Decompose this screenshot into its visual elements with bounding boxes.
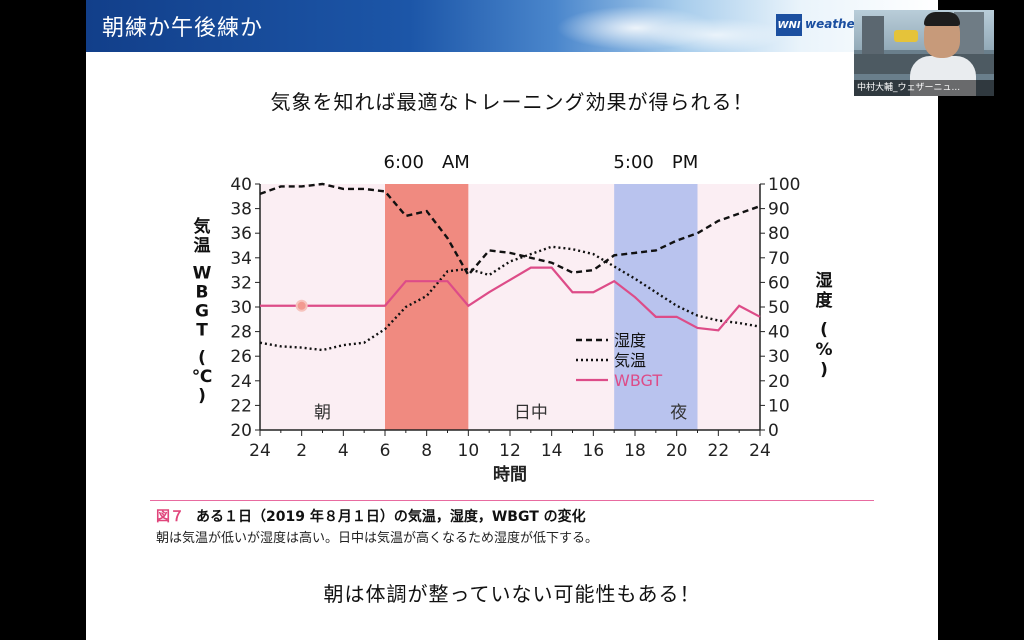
x-tick-label: 8 <box>421 441 432 461</box>
participant-video[interactable]: 中村大輔_ウェザーニュ... <box>854 10 994 96</box>
video-taxi <box>894 30 918 42</box>
video-building <box>862 16 884 56</box>
slide: 朝練か午後練か WNI weatherne 気象を知れば最適なトレーニング効果が… <box>86 0 938 640</box>
y-right-tick-label: 20 <box>768 372 790 392</box>
y-left-tick-label: 38 <box>230 200 252 220</box>
axis-title-char: 湿 <box>816 271 833 291</box>
period-label-night: 夜 <box>670 403 687 423</box>
title-banner: 朝練か午後練か WNI weatherne <box>86 0 938 52</box>
axis-title-char: ℃ <box>192 367 213 387</box>
y-left-tick-label: 24 <box>230 372 252 392</box>
top-label-evening: 5:00 PM <box>613 152 698 173</box>
y-right-tick-label: 30 <box>768 347 790 367</box>
axis-title-char: T <box>196 321 208 341</box>
highlight-point <box>295 299 308 312</box>
y-right-tick-label: 70 <box>768 249 790 269</box>
y-right-tick-label: 60 <box>768 273 790 293</box>
y-left-tick-label: 26 <box>230 347 252 367</box>
y-left-tick-label: 40 <box>230 175 252 195</box>
axis-title-char: 気 <box>193 216 211 237</box>
x-tick-label: 10 <box>458 441 480 461</box>
y-right-tick-label: 10 <box>768 396 790 416</box>
x-tick-label: 24 <box>749 441 771 461</box>
y-left-tick-label: 30 <box>230 298 252 318</box>
axis-title-char: W <box>193 264 212 284</box>
legend-label-2: WBGT <box>614 371 662 390</box>
y-left-tick-label: 28 <box>230 323 252 343</box>
x-tick-label: 4 <box>338 441 349 461</box>
period-label-daytime: 日中 <box>514 403 548 423</box>
axis-title-char: B <box>196 283 209 303</box>
y-right-tick-label: 40 <box>768 323 790 343</box>
weathernews-logo-icon: WNI <box>776 14 802 36</box>
participant-name: 中村大輔_ウェザーニュ... <box>854 80 994 96</box>
axis-title-char: ( <box>198 348 206 368</box>
axis-title-char: 温 <box>194 236 211 256</box>
figure-caption-text: ある１日（2019 年８月１日）の気温，湿度，WBGT の変化 <box>196 509 586 525</box>
caption-divider <box>150 500 874 501</box>
x-tick-label: 22 <box>708 441 730 461</box>
legend-label-0: 湿度 <box>614 331 646 350</box>
x-tick-label: 12 <box>499 441 521 461</box>
period-label-morning: 朝 <box>314 403 331 423</box>
presenter-hair <box>924 12 960 26</box>
axis-title-char: G <box>195 302 209 322</box>
highlight-band-0 <box>385 184 469 430</box>
y-left-tick-label: 34 <box>230 249 252 269</box>
y-left-tick-label: 20 <box>230 421 252 441</box>
y-right-axis-title: 湿度 (%) <box>815 271 833 380</box>
figure-label: 図７ <box>156 509 184 525</box>
series-line-0 <box>259 182 761 278</box>
y-left-tick-label: 36 <box>230 224 252 244</box>
y-right-tick-label: 90 <box>768 200 790 220</box>
figure-caption-title: 図７ ある１日（2019 年８月１日）の気温，湿度，WBGT の変化 <box>156 506 586 526</box>
highlight-band-1 <box>614 184 698 430</box>
y-right-tick-label: 50 <box>768 298 790 318</box>
axis-title-char: ) <box>198 386 206 406</box>
y-left-tick-label: 22 <box>230 396 252 416</box>
chart: 4038363432302826242220100908070605040302… <box>192 152 834 485</box>
x-axis-title: 時間 <box>493 464 527 485</box>
axis-title-char: ( <box>820 320 828 340</box>
figure-caption-body: 朝は気温が低いが湿度は高い。日中は気温が高くなるため湿度が低下する。 <box>156 531 599 546</box>
banner-cloud <box>646 18 786 52</box>
y-right-tick-label: 100 <box>768 175 800 195</box>
y-right-tick-label: 80 <box>768 224 790 244</box>
x-tick-label: 18 <box>624 441 646 461</box>
x-tick-label: 24 <box>249 441 271 461</box>
x-tick-label: 2 <box>296 441 307 461</box>
x-tick-label: 20 <box>666 441 688 461</box>
legend-label-1: 気温 <box>614 351 646 370</box>
x-tick-label: 14 <box>541 441 563 461</box>
slide-title: 朝練か午後練か <box>102 16 264 41</box>
axis-title-char: % <box>815 340 832 360</box>
y-left-tick-label: 32 <box>230 273 252 293</box>
axis-title-char: ) <box>820 360 828 380</box>
y-right-tick-label: 0 <box>768 421 779 441</box>
slide-footer: 朝は体調が整っていない可能性もある！ <box>323 582 701 606</box>
x-tick-label: 6 <box>380 441 391 461</box>
axis-title-char: 度 <box>816 290 834 311</box>
top-label-morning: 6:00 AM <box>384 152 470 173</box>
x-tick-label: 16 <box>583 441 605 461</box>
headline: 気象を知れば最適なトレーニング効果が得られる！ <box>270 90 754 114</box>
series-line-2 <box>260 266 761 332</box>
